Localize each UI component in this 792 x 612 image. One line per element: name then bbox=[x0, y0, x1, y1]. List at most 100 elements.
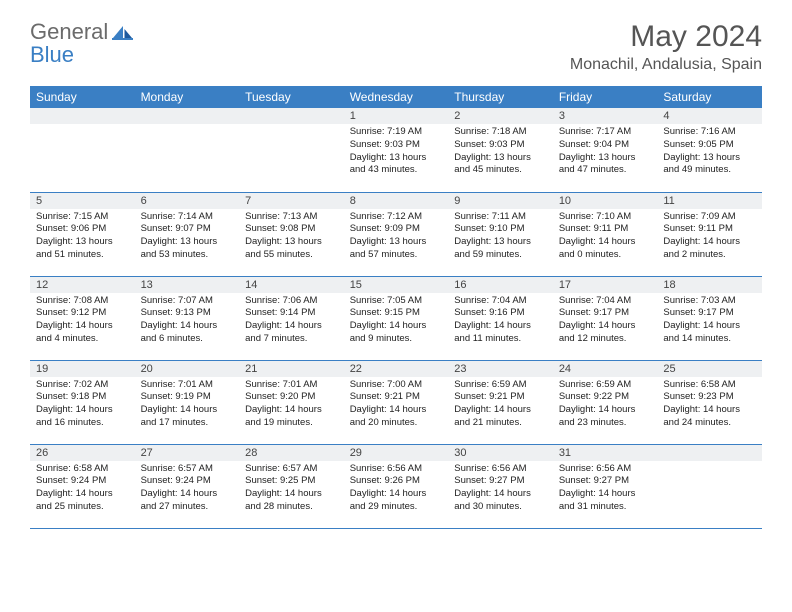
day-number: 12 bbox=[30, 277, 135, 293]
day-number: 18 bbox=[657, 277, 762, 293]
day-details: Sunrise: 7:17 AMSunset: 9:04 PMDaylight:… bbox=[553, 124, 658, 181]
weekday-header-row: SundayMondayTuesdayWednesdayThursdayFrid… bbox=[30, 86, 762, 108]
calendar-day-cell: 30Sunrise: 6:56 AMSunset: 9:27 PMDayligh… bbox=[448, 444, 553, 528]
logo-text-1: General bbox=[30, 19, 108, 44]
day-number: 9 bbox=[448, 193, 553, 209]
day-number: 7 bbox=[239, 193, 344, 209]
calendar-week-row: 26Sunrise: 6:58 AMSunset: 9:24 PMDayligh… bbox=[30, 444, 762, 528]
weekday-header: Sunday bbox=[30, 86, 135, 108]
calendar-day-cell: 29Sunrise: 6:56 AMSunset: 9:26 PMDayligh… bbox=[344, 444, 449, 528]
day-number: 8 bbox=[344, 193, 449, 209]
day-number: 1 bbox=[344, 108, 449, 124]
day-details: Sunrise: 6:58 AMSunset: 9:24 PMDaylight:… bbox=[30, 461, 135, 518]
calendar-day-cell: 4Sunrise: 7:16 AMSunset: 9:05 PMDaylight… bbox=[657, 108, 762, 192]
day-details: Sunrise: 7:16 AMSunset: 9:05 PMDaylight:… bbox=[657, 124, 762, 181]
calendar-day-cell: 7Sunrise: 7:13 AMSunset: 9:08 PMDaylight… bbox=[239, 192, 344, 276]
day-number: 16 bbox=[448, 277, 553, 293]
calendar-day-cell: 23Sunrise: 6:59 AMSunset: 9:21 PMDayligh… bbox=[448, 360, 553, 444]
logo-text-2: Blue bbox=[30, 42, 74, 67]
day-details: Sunrise: 6:56 AMSunset: 9:26 PMDaylight:… bbox=[344, 461, 449, 518]
calendar-day-cell: 28Sunrise: 6:57 AMSunset: 9:25 PMDayligh… bbox=[239, 444, 344, 528]
calendar-day-cell: 12Sunrise: 7:08 AMSunset: 9:12 PMDayligh… bbox=[30, 276, 135, 360]
calendar-day-cell: 17Sunrise: 7:04 AMSunset: 9:17 PMDayligh… bbox=[553, 276, 658, 360]
day-number: 21 bbox=[239, 361, 344, 377]
calendar-day-cell: 9Sunrise: 7:11 AMSunset: 9:10 PMDaylight… bbox=[448, 192, 553, 276]
day-number: 30 bbox=[448, 445, 553, 461]
day-number: 23 bbox=[448, 361, 553, 377]
calendar-week-row: 12Sunrise: 7:08 AMSunset: 9:12 PMDayligh… bbox=[30, 276, 762, 360]
day-number-empty bbox=[657, 445, 762, 461]
day-details: Sunrise: 7:11 AMSunset: 9:10 PMDaylight:… bbox=[448, 209, 553, 266]
day-details: Sunrise: 7:01 AMSunset: 9:20 PMDaylight:… bbox=[239, 377, 344, 434]
day-number: 10 bbox=[553, 193, 658, 209]
location: Monachil, Andalusia, Spain bbox=[570, 56, 762, 74]
day-number: 2 bbox=[448, 108, 553, 124]
calendar-day-cell: 11Sunrise: 7:09 AMSunset: 9:11 PMDayligh… bbox=[657, 192, 762, 276]
day-details: Sunrise: 7:19 AMSunset: 9:03 PMDaylight:… bbox=[344, 124, 449, 181]
calendar-day-cell: 20Sunrise: 7:01 AMSunset: 9:19 PMDayligh… bbox=[135, 360, 240, 444]
calendar-week-row: 19Sunrise: 7:02 AMSunset: 9:18 PMDayligh… bbox=[30, 360, 762, 444]
day-number: 13 bbox=[135, 277, 240, 293]
header: GeneralBlue May 2024 Monachil, Andalusia… bbox=[30, 20, 762, 74]
calendar-table: SundayMondayTuesdayWednesdayThursdayFrid… bbox=[30, 86, 762, 529]
day-number: 14 bbox=[239, 277, 344, 293]
day-details: Sunrise: 7:10 AMSunset: 9:11 PMDaylight:… bbox=[553, 209, 658, 266]
calendar-day-cell: 16Sunrise: 7:04 AMSunset: 9:16 PMDayligh… bbox=[448, 276, 553, 360]
calendar-day-cell bbox=[135, 108, 240, 192]
day-details: Sunrise: 7:04 AMSunset: 9:16 PMDaylight:… bbox=[448, 293, 553, 350]
day-details: Sunrise: 6:58 AMSunset: 9:23 PMDaylight:… bbox=[657, 377, 762, 434]
weekday-header: Thursday bbox=[448, 86, 553, 108]
calendar-day-cell: 24Sunrise: 6:59 AMSunset: 9:22 PMDayligh… bbox=[553, 360, 658, 444]
calendar-day-cell: 15Sunrise: 7:05 AMSunset: 9:15 PMDayligh… bbox=[344, 276, 449, 360]
day-number-empty bbox=[135, 108, 240, 124]
calendar-day-cell: 1Sunrise: 7:19 AMSunset: 9:03 PMDaylight… bbox=[344, 108, 449, 192]
calendar-day-cell: 10Sunrise: 7:10 AMSunset: 9:11 PMDayligh… bbox=[553, 192, 658, 276]
calendar-day-cell: 22Sunrise: 7:00 AMSunset: 9:21 PMDayligh… bbox=[344, 360, 449, 444]
weekday-header: Friday bbox=[553, 86, 658, 108]
day-details: Sunrise: 7:18 AMSunset: 9:03 PMDaylight:… bbox=[448, 124, 553, 181]
day-details: Sunrise: 6:59 AMSunset: 9:22 PMDaylight:… bbox=[553, 377, 658, 434]
calendar-week-row: 1Sunrise: 7:19 AMSunset: 9:03 PMDaylight… bbox=[30, 108, 762, 192]
day-details: Sunrise: 7:02 AMSunset: 9:18 PMDaylight:… bbox=[30, 377, 135, 434]
calendar-day-cell: 3Sunrise: 7:17 AMSunset: 9:04 PMDaylight… bbox=[553, 108, 658, 192]
calendar-day-cell: 18Sunrise: 7:03 AMSunset: 9:17 PMDayligh… bbox=[657, 276, 762, 360]
day-details: Sunrise: 7:13 AMSunset: 9:08 PMDaylight:… bbox=[239, 209, 344, 266]
day-number: 3 bbox=[553, 108, 658, 124]
weekday-header: Saturday bbox=[657, 86, 762, 108]
calendar-day-cell bbox=[657, 444, 762, 528]
title-block: May 2024 Monachil, Andalusia, Spain bbox=[570, 20, 762, 74]
day-details: Sunrise: 6:56 AMSunset: 9:27 PMDaylight:… bbox=[553, 461, 658, 518]
logo: GeneralBlue bbox=[30, 20, 134, 66]
day-number: 26 bbox=[30, 445, 135, 461]
calendar-day-cell: 14Sunrise: 7:06 AMSunset: 9:14 PMDayligh… bbox=[239, 276, 344, 360]
calendar-day-cell: 13Sunrise: 7:07 AMSunset: 9:13 PMDayligh… bbox=[135, 276, 240, 360]
calendar-day-cell: 26Sunrise: 6:58 AMSunset: 9:24 PMDayligh… bbox=[30, 444, 135, 528]
day-details: Sunrise: 7:07 AMSunset: 9:13 PMDaylight:… bbox=[135, 293, 240, 350]
day-details: Sunrise: 7:01 AMSunset: 9:19 PMDaylight:… bbox=[135, 377, 240, 434]
month-title: May 2024 bbox=[570, 20, 762, 54]
day-number-empty bbox=[239, 108, 344, 124]
day-details: Sunrise: 6:57 AMSunset: 9:24 PMDaylight:… bbox=[135, 461, 240, 518]
day-details: Sunrise: 7:00 AMSunset: 9:21 PMDaylight:… bbox=[344, 377, 449, 434]
calendar-day-cell: 25Sunrise: 6:58 AMSunset: 9:23 PMDayligh… bbox=[657, 360, 762, 444]
day-details: Sunrise: 7:03 AMSunset: 9:17 PMDaylight:… bbox=[657, 293, 762, 350]
day-number-empty bbox=[30, 108, 135, 124]
day-number: 24 bbox=[553, 361, 658, 377]
calendar-day-cell: 5Sunrise: 7:15 AMSunset: 9:06 PMDaylight… bbox=[30, 192, 135, 276]
day-number: 19 bbox=[30, 361, 135, 377]
calendar-day-cell: 2Sunrise: 7:18 AMSunset: 9:03 PMDaylight… bbox=[448, 108, 553, 192]
day-number: 25 bbox=[657, 361, 762, 377]
day-details: Sunrise: 7:08 AMSunset: 9:12 PMDaylight:… bbox=[30, 293, 135, 350]
weekday-header: Tuesday bbox=[239, 86, 344, 108]
day-number: 5 bbox=[30, 193, 135, 209]
calendar-day-cell: 21Sunrise: 7:01 AMSunset: 9:20 PMDayligh… bbox=[239, 360, 344, 444]
day-number: 31 bbox=[553, 445, 658, 461]
calendar-day-cell: 8Sunrise: 7:12 AMSunset: 9:09 PMDaylight… bbox=[344, 192, 449, 276]
day-number: 15 bbox=[344, 277, 449, 293]
logo-sail-icon bbox=[110, 20, 134, 43]
day-number: 6 bbox=[135, 193, 240, 209]
day-details: Sunrise: 7:12 AMSunset: 9:09 PMDaylight:… bbox=[344, 209, 449, 266]
day-number: 28 bbox=[239, 445, 344, 461]
day-details: Sunrise: 6:59 AMSunset: 9:21 PMDaylight:… bbox=[448, 377, 553, 434]
calendar-day-cell: 19Sunrise: 7:02 AMSunset: 9:18 PMDayligh… bbox=[30, 360, 135, 444]
